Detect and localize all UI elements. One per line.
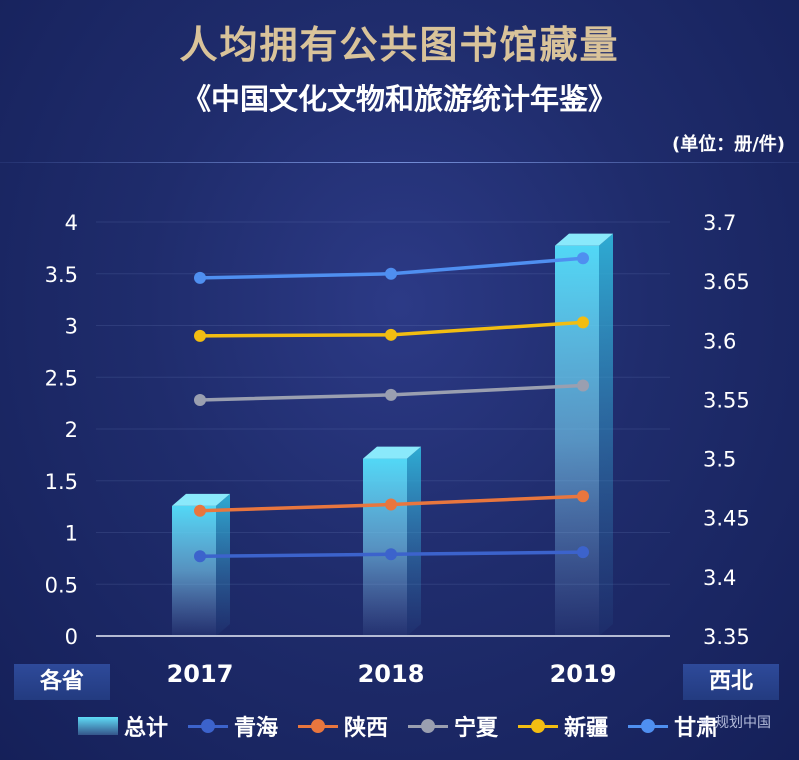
data-point <box>385 548 397 561</box>
right-tick-label: 3.5 <box>703 448 736 472</box>
bar-side <box>599 233 613 636</box>
legend-label: 陕西 <box>344 716 389 741</box>
bar-2018 <box>363 446 421 636</box>
data-point <box>194 394 206 407</box>
legend-line-swatch <box>408 717 449 735</box>
watermark-text: 规划中国 <box>715 715 771 731</box>
right-tick-label: 3.65 <box>703 270 750 294</box>
category-label: 2017 <box>167 660 234 688</box>
bar-front <box>172 505 216 636</box>
bar-front <box>555 245 599 636</box>
left-tick-label: 0 <box>65 625 78 649</box>
wechat-icon: ⚭ <box>698 713 711 731</box>
series-新疆 <box>194 316 589 342</box>
right-tick-label: 3.6 <box>703 329 736 353</box>
data-point <box>577 252 589 265</box>
data-point <box>194 504 206 517</box>
bar-top <box>555 233 613 246</box>
legend-item-ningxia: 宁夏 <box>408 710 498 742</box>
bar-side <box>407 446 421 636</box>
legend-item-gansu: 甘肃 <box>628 710 718 742</box>
data-point <box>385 388 397 401</box>
data-point <box>385 498 397 511</box>
bar-top <box>363 446 421 459</box>
legend-line-swatch <box>188 717 229 735</box>
left-tick-label: 3 <box>65 315 78 339</box>
left-tick-label: 3.5 <box>45 263 78 287</box>
series-宁夏 <box>194 379 589 407</box>
data-point <box>577 316 589 329</box>
legend-line-swatch <box>518 717 559 735</box>
unit-label: (单位：册/件) <box>671 134 785 155</box>
bar-top <box>172 493 230 506</box>
watermark: ⚭ 规划中国 <box>698 712 771 732</box>
chart-title: 人均拥有公共图书馆藏量 <box>179 23 620 67</box>
legend-label: 新疆 <box>564 716 609 741</box>
bar-2017 <box>172 493 230 636</box>
category-label: 2018 <box>358 660 425 688</box>
data-point <box>194 271 206 284</box>
legend-item-shaanxi: 陕西 <box>298 710 388 742</box>
legend-bar-swatch <box>78 717 118 735</box>
legend-label: 总计 <box>124 716 169 741</box>
category-label: 2019 <box>550 660 617 688</box>
left-tick-label: 2 <box>65 418 78 442</box>
legend: 总计 青海 陕西 宁夏 新疆 甘肃 <box>78 708 718 744</box>
right-tick-label: 3.4 <box>703 566 736 590</box>
right-axis-label: 西北 <box>683 664 779 700</box>
legend-item-xinjiang: 新疆 <box>518 710 608 742</box>
legend-item-total: 总计 <box>78 710 168 742</box>
data-point <box>577 490 589 503</box>
data-point <box>194 550 206 563</box>
bar-side <box>216 493 230 636</box>
series-陕西 <box>194 490 589 517</box>
data-point <box>194 329 206 342</box>
legend-item-qinghai: 青海 <box>188 710 278 742</box>
legend-label: 甘肃 <box>674 716 719 741</box>
legend-label: 宁夏 <box>454 716 499 741</box>
series-青海 <box>194 546 589 563</box>
legend-line-swatch <box>298 717 339 735</box>
bar-2019 <box>555 233 613 636</box>
title-divider <box>0 162 799 163</box>
right-tick-label: 3.55 <box>703 388 750 412</box>
chart-subtitle: 《中国文化文物和旅游统计年鉴》 <box>181 82 617 116</box>
left-tick-label: 1 <box>65 522 78 546</box>
left-tick-label: 4 <box>65 211 78 235</box>
right-tick-label: 3.45 <box>703 507 750 531</box>
left-tick-label: 0.5 <box>45 573 78 597</box>
data-point <box>385 267 397 280</box>
series-甘肃 <box>194 252 589 284</box>
left-axis-label: 各省 <box>14 664 110 700</box>
legend-line-swatch <box>628 717 669 735</box>
left-tick-label: 1.5 <box>45 470 78 494</box>
right-tick-label: 3.35 <box>703 625 750 649</box>
data-point <box>577 379 589 392</box>
data-point <box>577 546 589 559</box>
legend-label: 青海 <box>234 716 279 741</box>
data-point <box>385 328 397 341</box>
left-tick-label: 2.5 <box>45 366 78 390</box>
right-tick-label: 3.7 <box>703 211 736 235</box>
bar-front <box>363 458 407 636</box>
